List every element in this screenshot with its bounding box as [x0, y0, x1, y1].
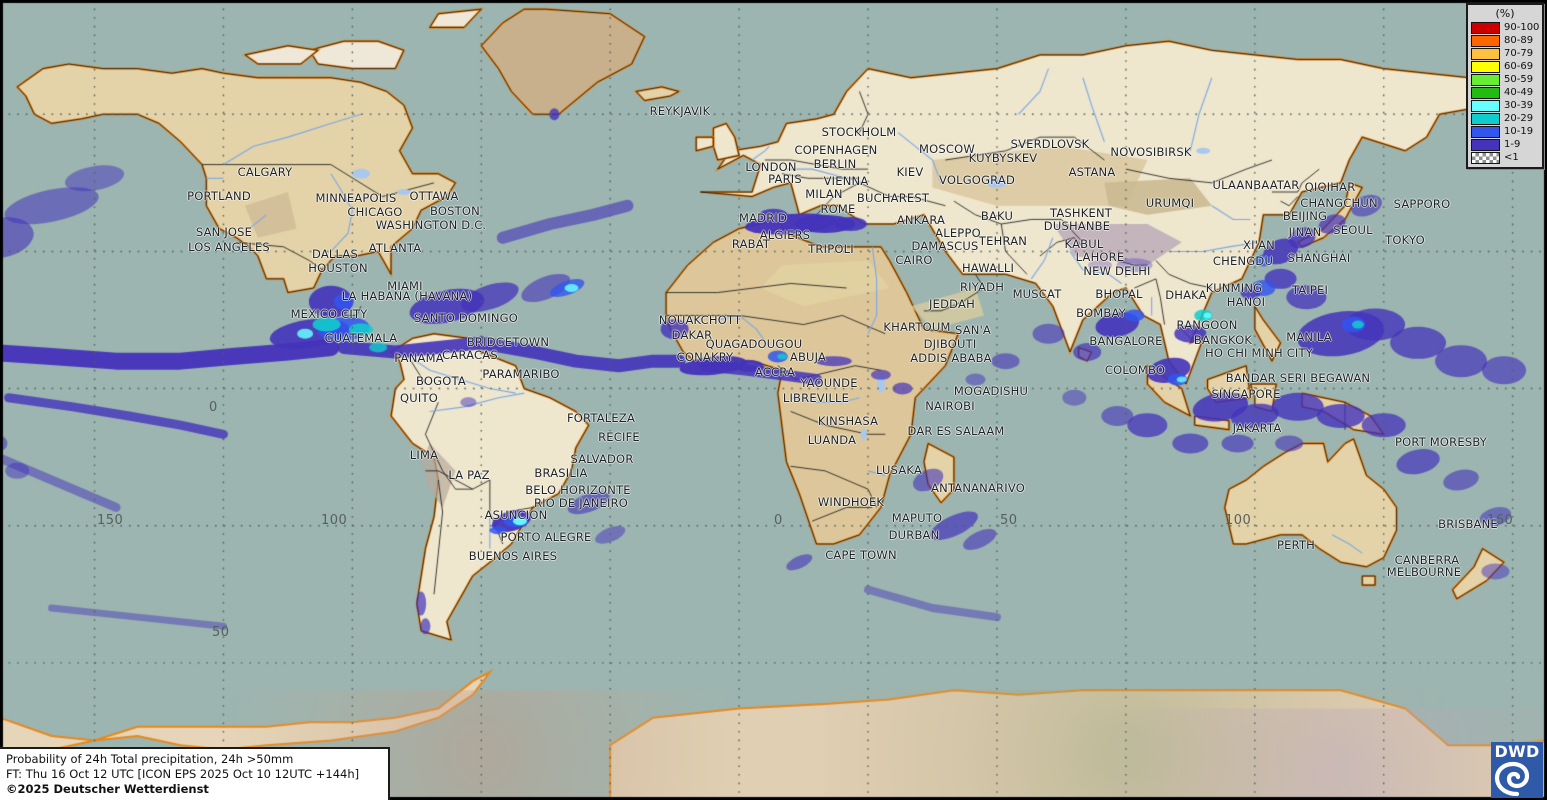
legend-row: 40-49	[1471, 86, 1539, 99]
legend-row: 10-19	[1471, 125, 1539, 138]
legend-color-swatch	[1471, 112, 1500, 125]
legend-color-swatch	[1471, 47, 1500, 60]
legend-row: 70-79	[1471, 47, 1539, 60]
legend-color-swatch	[1471, 151, 1500, 164]
legend-color-swatch	[1471, 99, 1500, 112]
copyright-notice: ©2025 Deutscher Wetterdienst	[6, 782, 209, 796]
product-title: Probability of 24h Total precipitation, …	[6, 752, 294, 766]
legend-range-label: 30-39	[1504, 100, 1534, 111]
legend-color-swatch	[1471, 73, 1500, 86]
legend-range-label: 70-79	[1504, 48, 1534, 59]
legend-range-label: 80-89	[1504, 35, 1534, 46]
product-info-box: Probability of 24h Total precipitation, …	[0, 747, 390, 800]
legend-color-swatch	[1471, 60, 1500, 73]
legend-row: 80-89	[1471, 34, 1539, 47]
dwd-logo-text: DWD	[1494, 742, 1540, 761]
legend-rows: 90-100 80-89 70-79 60-69 50-59 40-49 30-39 20-2…	[1468, 21, 1542, 164]
legend-range-label: <1	[1504, 152, 1519, 163]
forecast-time: FT: Thu 16 Oct 12 UTC [ICON EPS 2025 Oct…	[6, 767, 360, 781]
legend-row: 30-39	[1471, 99, 1539, 112]
legend-range-label: 10-19	[1504, 126, 1534, 137]
legend-row: 60-69	[1471, 60, 1539, 73]
legend-color-swatch	[1471, 34, 1500, 47]
dwd-logo[interactable]: DWD	[1491, 742, 1543, 798]
legend-title: (%)	[1495, 7, 1515, 20]
legend-row: 1-9	[1471, 138, 1539, 151]
legend-row: 20-29	[1471, 112, 1539, 125]
probability-legend: (%) 90-100 80-89 70-79 60-69 50-59 40-49 30-39…	[1466, 3, 1544, 169]
legend-range-label: 20-29	[1504, 113, 1534, 124]
legend-row: 90-100	[1471, 21, 1539, 34]
spiral-icon	[1494, 761, 1530, 796]
legend-row: <1	[1471, 151, 1539, 164]
legend-row: 50-59	[1471, 73, 1539, 86]
legend-range-label: 50-59	[1504, 74, 1534, 85]
legend-color-swatch	[1471, 21, 1500, 34]
legend-color-swatch	[1471, 86, 1500, 99]
legend-range-label: 40-49	[1504, 87, 1534, 98]
legend-color-swatch	[1471, 125, 1500, 138]
legend-range-label: 1-9	[1504, 139, 1521, 150]
legend-range-label: 60-69	[1504, 61, 1534, 72]
legend-color-swatch	[1471, 138, 1500, 151]
legend-range-label: 90-100	[1504, 22, 1540, 33]
